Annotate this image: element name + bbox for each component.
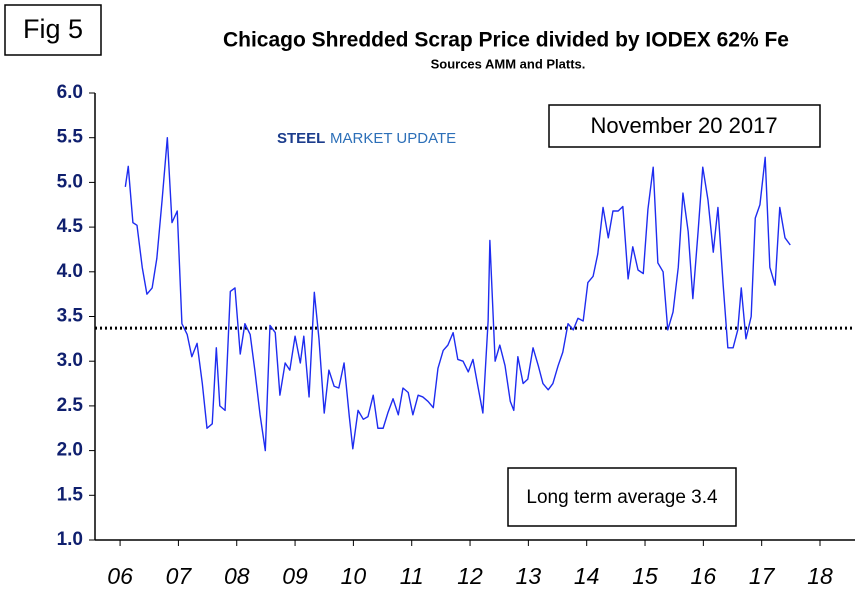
y-tick-label: 6.0 (57, 82, 83, 103)
logo-steel: STEEL (277, 130, 325, 147)
x-tick-label: 16 (691, 563, 717, 589)
x-tick-label: 15 (632, 563, 658, 589)
average-box (507, 467, 737, 527)
x-tick-label: 06 (107, 563, 133, 589)
y-tick-label: 5.0 (57, 171, 83, 192)
y-tick-label: 4.0 (57, 261, 83, 282)
x-tick-label: 18 (807, 563, 833, 589)
y-tick-label: 2.5 (57, 395, 84, 416)
y-tick-label: 3.0 (57, 350, 83, 371)
x-tick-label: 13 (516, 563, 542, 589)
logo-rest: MARKET UPDATE (330, 130, 456, 147)
y-tick-label: 4.5 (57, 216, 84, 237)
x-tick-label: 11 (400, 563, 424, 589)
figure-label-box (4, 4, 102, 56)
x-tick-label: 07 (166, 563, 193, 589)
y-tick-label: 1.5 (57, 484, 84, 505)
y-tick-label: 1.0 (57, 529, 83, 550)
chart-title: Chicago Shredded Scrap Price divided by … (223, 29, 789, 52)
x-tick-label: 14 (574, 563, 600, 589)
x-tick-label: 12 (457, 563, 483, 589)
x-tick-label: 17 (749, 563, 776, 589)
figure-label: Fig 5 (23, 14, 83, 44)
x-tick-label: 10 (341, 563, 367, 589)
plot-area: 1.0 1.5 2.0 2.5 3.0 3.5 4.0 4.5 5.0 5.5 6.0 06 07 08 0… (57, 82, 855, 589)
data-line (124, 137, 791, 452)
y-tick-label: 5.5 (57, 127, 84, 148)
date-label: November 20 2017 (590, 113, 777, 138)
x-tick-label: 09 (282, 563, 308, 589)
x-tick-label: 08 (224, 563, 250, 589)
average-label: Long term average 3.4 (526, 487, 718, 508)
chart-subtitle: Sources AMM and Platts. (431, 56, 586, 71)
y-tick-label: 3.5 (57, 306, 84, 327)
y-tick-label: 2.0 (57, 440, 83, 461)
date-box (548, 104, 821, 148)
